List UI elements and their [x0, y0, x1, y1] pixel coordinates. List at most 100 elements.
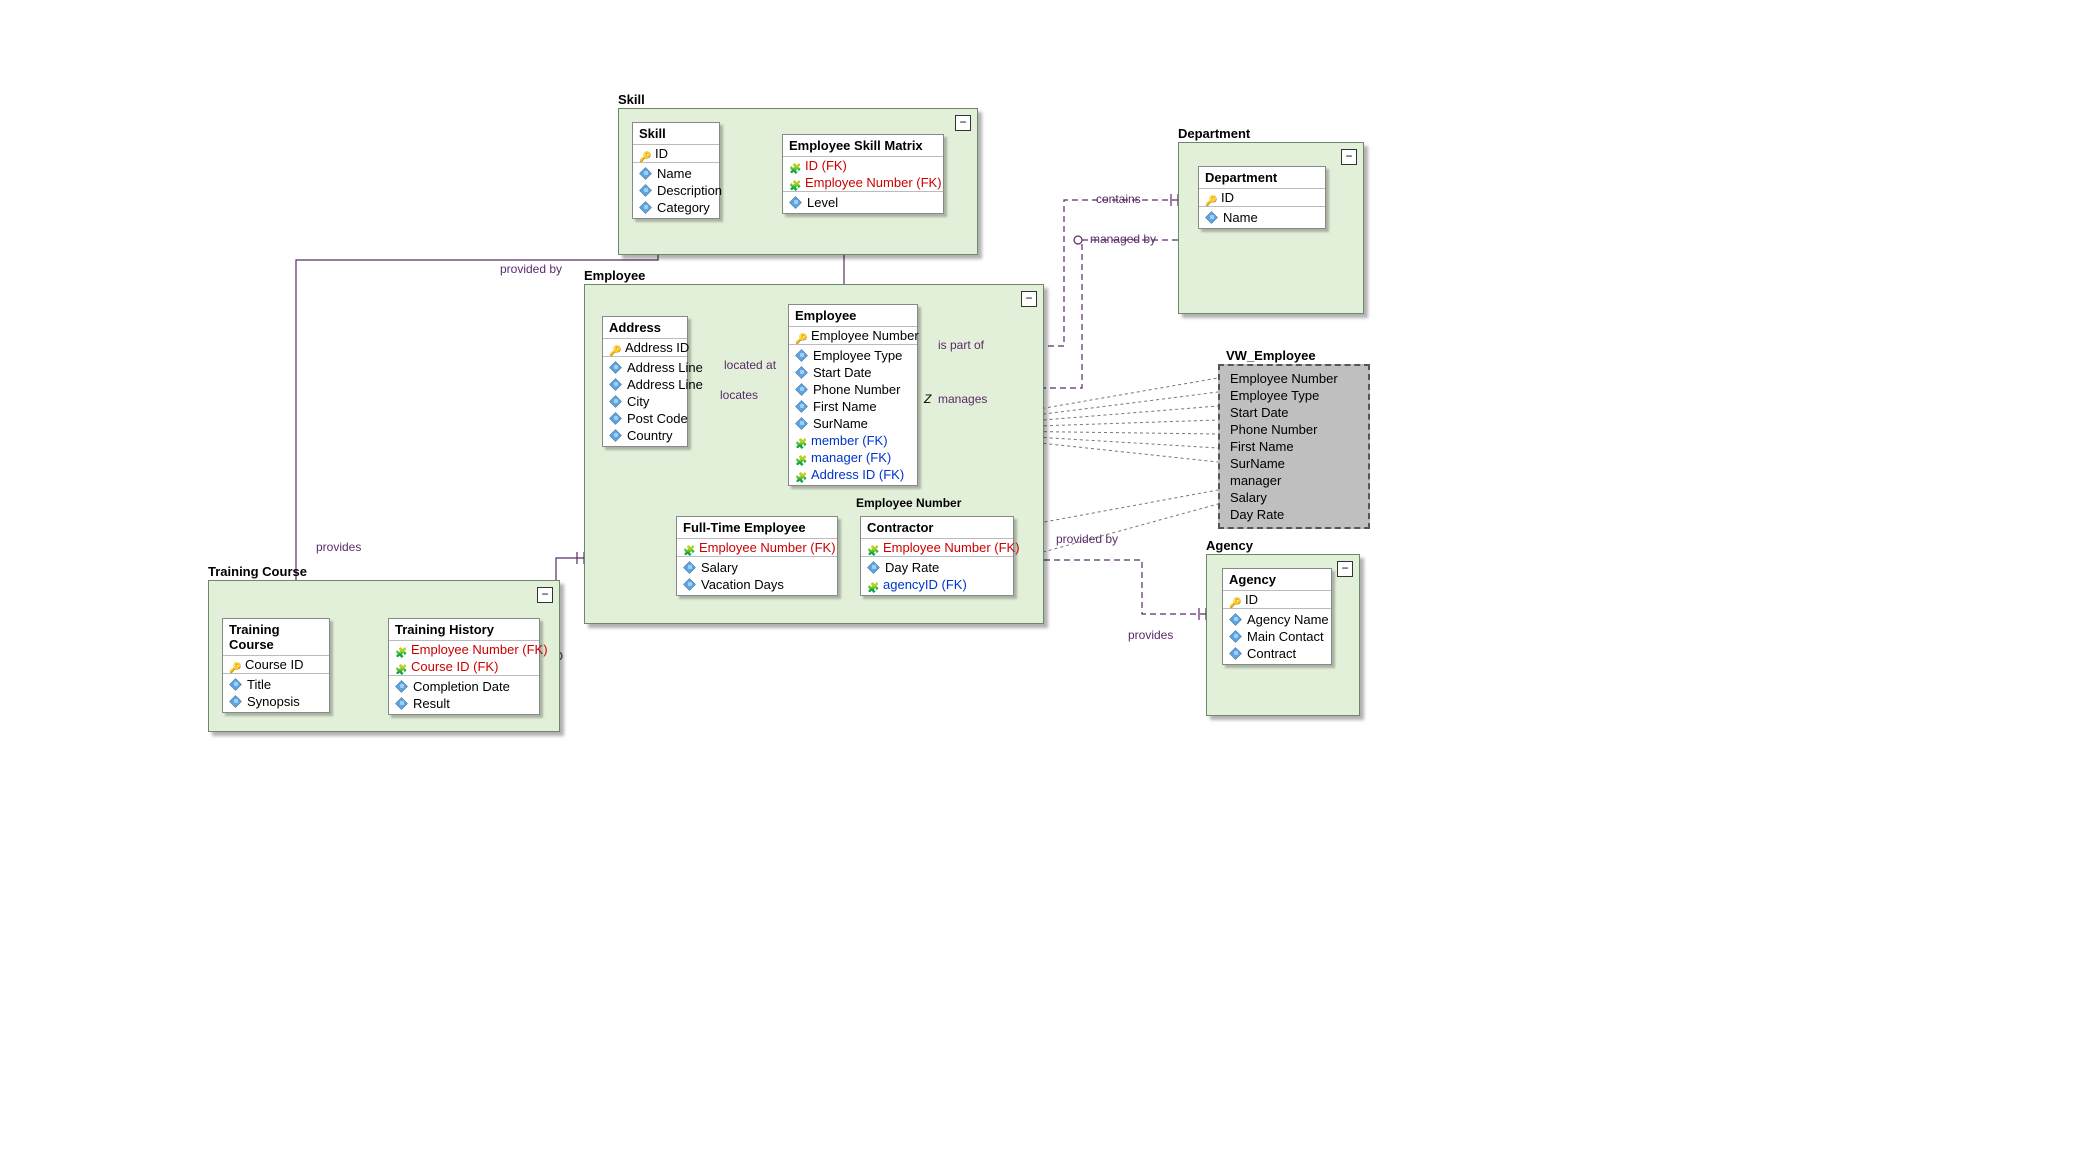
fk-icon: [867, 542, 879, 554]
pk-icon: [229, 659, 241, 671]
pkg-employee-title: Employee: [584, 268, 645, 283]
view-row: First Name: [1230, 438, 1358, 455]
entity-fulltime-employee[interactable]: Full-Time Employee Employee Number (FK) …: [676, 516, 838, 596]
fk: Employee Number (FK): [805, 175, 942, 190]
pkg-skill-title: Skill: [618, 92, 645, 107]
attr: Day Rate: [885, 560, 939, 575]
view-row: manager: [1230, 472, 1358, 489]
fk-icon: [683, 542, 695, 554]
attr-icon: [789, 196, 802, 209]
label-is-part-of: is part of: [938, 338, 984, 352]
pk-icon: [609, 342, 621, 354]
label-provided-by: provided by: [500, 262, 562, 276]
attr: Main Contact: [1247, 629, 1324, 644]
collapse-icon[interactable]: −: [1337, 561, 1353, 577]
pk-icon: [639, 148, 651, 160]
fk-icon: [789, 177, 801, 189]
fk: agencyID (FK): [883, 577, 967, 592]
fk-icon: [395, 644, 407, 656]
entity-header: Agency: [1223, 569, 1331, 591]
entity-employee[interactable]: Employee Employee Number Employee Type S…: [788, 304, 918, 486]
label-z: Z: [924, 392, 931, 406]
attr: Salary: [701, 560, 738, 575]
fk: member (FK): [811, 433, 888, 448]
pk: ID: [1245, 592, 1258, 607]
attr-icon: [229, 678, 242, 691]
fk-icon: [395, 661, 407, 673]
attr-icon: [1229, 613, 1242, 626]
attr-icon: [229, 695, 242, 708]
attr: Address Line: [627, 360, 703, 375]
entity-header: Employee: [789, 305, 917, 327]
attr-icon: [609, 378, 622, 391]
fk: ID (FK): [805, 158, 847, 173]
view-row: Employee Type: [1230, 387, 1358, 404]
collapse-icon[interactable]: −: [955, 115, 971, 131]
attr-icon: [639, 184, 652, 197]
attr: Agency Name: [1247, 612, 1329, 627]
attr-icon: [395, 680, 408, 693]
attr: Start Date: [813, 365, 872, 380]
entity-header: Training History: [389, 619, 539, 641]
attr-icon: [609, 429, 622, 442]
view-row: Salary: [1230, 489, 1358, 506]
pk: ID: [1221, 190, 1234, 205]
attr-icon: [1229, 630, 1242, 643]
attr-icon: [609, 412, 622, 425]
entity-header: Department: [1199, 167, 1325, 189]
fk-icon: [795, 469, 807, 481]
entity-header: Contractor: [861, 517, 1013, 539]
pk: Employee Number: [811, 328, 919, 343]
attr-icon: [795, 383, 808, 396]
entity-header: Skill: [633, 123, 719, 145]
attr: Category: [657, 200, 710, 215]
fk-icon: [789, 160, 801, 172]
entity-skill[interactable]: Skill ID Name Description Category: [632, 122, 720, 219]
pk: Address ID: [625, 340, 689, 355]
entity-agency[interactable]: Agency ID Agency Name Main Contact Contr…: [1222, 568, 1332, 665]
view-title: VW_Employee: [1226, 348, 1316, 363]
attr: Completion Date: [413, 679, 510, 694]
entity-department[interactable]: Department ID Name: [1198, 166, 1326, 229]
collapse-icon[interactable]: −: [1341, 149, 1357, 165]
attr-icon: [683, 578, 696, 591]
attr-icon: [795, 400, 808, 413]
view-row: Employee Number: [1230, 370, 1358, 387]
label-provides: provides: [316, 540, 361, 554]
attr: Name: [657, 166, 692, 181]
collapse-icon[interactable]: −: [537, 587, 553, 603]
entity-contractor[interactable]: Contractor Employee Number (FK) Day Rate…: [860, 516, 1014, 596]
attr: Title: [247, 677, 271, 692]
attr: Name: [1223, 210, 1258, 225]
attr-icon: [395, 697, 408, 710]
attr: SurName: [813, 416, 868, 431]
pk-icon: [1205, 192, 1217, 204]
attr: Employee Type: [813, 348, 902, 363]
label-managed-by: managed by: [1090, 232, 1156, 246]
fk: manager (FK): [811, 450, 891, 465]
pkg-dept-title: Department: [1178, 126, 1250, 141]
fk: Employee Number (FK): [699, 540, 836, 555]
entity-address[interactable]: Address Address ID Address Line Address …: [602, 316, 688, 447]
view-row: Start Date: [1230, 404, 1358, 421]
attr-icon: [1205, 211, 1218, 224]
view-vw-employee[interactable]: Employee Number Employee Type Start Date…: [1218, 364, 1370, 529]
entity-training-course[interactable]: Training Course Course ID Title Synopsis: [222, 618, 330, 713]
attr: City: [627, 394, 649, 409]
pk-icon: [1229, 594, 1241, 606]
fk-icon: [867, 579, 879, 591]
attr-icon: [609, 395, 622, 408]
entity-employee-skill-matrix[interactable]: Employee Skill Matrix ID (FK) Employee N…: [782, 134, 944, 214]
fk: Address ID (FK): [811, 467, 904, 482]
attr: Post Code: [627, 411, 688, 426]
collapse-icon[interactable]: −: [1021, 291, 1037, 307]
attr: First Name: [813, 399, 877, 414]
attr-icon: [795, 417, 808, 430]
fk: Course ID (FK): [411, 659, 498, 674]
attr: Result: [413, 696, 450, 711]
inherit-label: Employee Number: [856, 496, 961, 510]
fk-icon: [795, 435, 807, 447]
er-diagram-canvas: Skill Employee Training Course Departmen…: [0, 0, 2080, 1174]
attr: Synopsis: [247, 694, 300, 709]
entity-training-history[interactable]: Training History Employee Number (FK) Co…: [388, 618, 540, 715]
